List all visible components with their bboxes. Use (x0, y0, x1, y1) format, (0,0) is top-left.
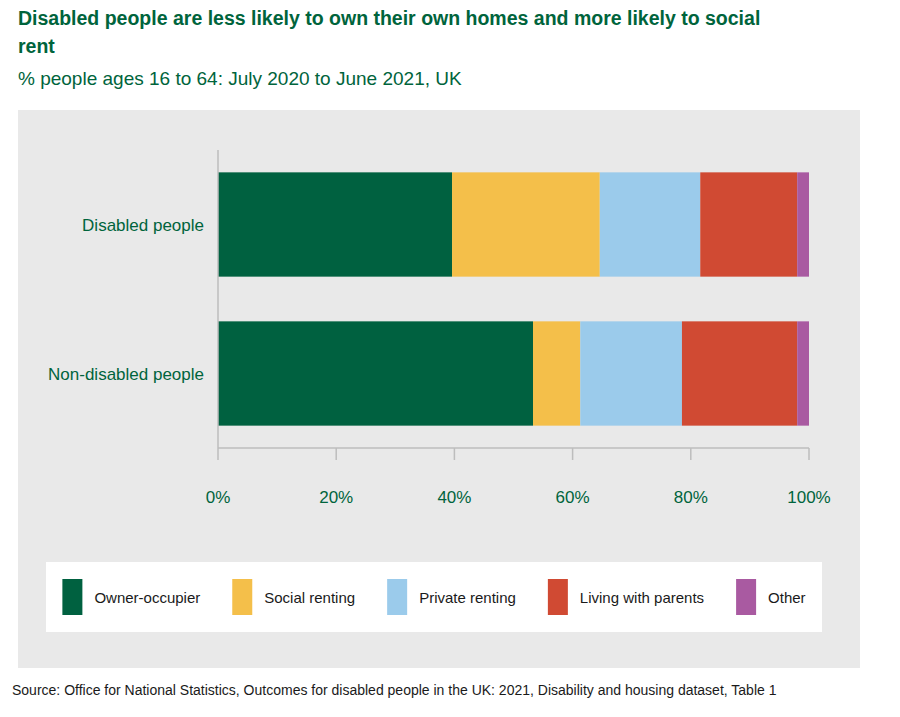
bar-segment (797, 321, 809, 425)
x-tick (690, 448, 692, 460)
legend-label: Owner-occupier (94, 589, 200, 606)
legend-label: Other (768, 589, 806, 606)
legend-label: Living with parents (580, 589, 704, 606)
legend-swatch (232, 579, 252, 615)
x-tick (572, 448, 574, 460)
legend-swatch (736, 579, 756, 615)
legend-swatch (62, 579, 82, 615)
panel (18, 110, 860, 668)
category-label: Non-disabled people (48, 365, 204, 384)
bar-segment (580, 321, 682, 425)
legend: Owner-occupier Social renting Private rent… (46, 562, 822, 632)
legend-swatch (387, 579, 407, 615)
legend-swatch (548, 579, 568, 615)
x-tick (217, 448, 219, 460)
subtitle: % people ages 16 to 64: July 2020 to Jun… (18, 68, 462, 90)
bar-segment (682, 321, 797, 425)
x-tick (808, 448, 810, 460)
source: Source: Office for National Statistics, … (12, 682, 776, 698)
chart: 0% 20% 40% 60% 80% 100% Disabled people Non-dis… (0, 0, 900, 717)
bar-segment (600, 172, 700, 276)
category-label: Disabled people (82, 216, 204, 235)
title: Disabled people are less likely to own t… (18, 4, 788, 60)
x-tick-label: 80% (674, 488, 708, 507)
x-tick-label: 60% (556, 488, 590, 507)
legend-label: Social renting (264, 589, 355, 606)
bar-segment (700, 172, 797, 276)
x-tick (454, 448, 456, 460)
x-tick-label: 20% (319, 488, 353, 507)
x-tick-label: 0% (206, 488, 231, 507)
x-tick-label: 100% (787, 488, 830, 507)
legend-label: Private renting (419, 589, 516, 606)
bar-segment (218, 321, 533, 425)
x-tick-label: 40% (437, 488, 471, 507)
legend-box (46, 562, 822, 632)
bar-segment (797, 172, 809, 276)
bar-segment (218, 172, 452, 276)
x-tick (335, 448, 337, 460)
y-axis-line (217, 150, 219, 448)
bars (218, 172, 809, 425)
x-axis-line (218, 447, 809, 449)
bar-segment (533, 321, 580, 425)
bar-segment (452, 172, 600, 276)
